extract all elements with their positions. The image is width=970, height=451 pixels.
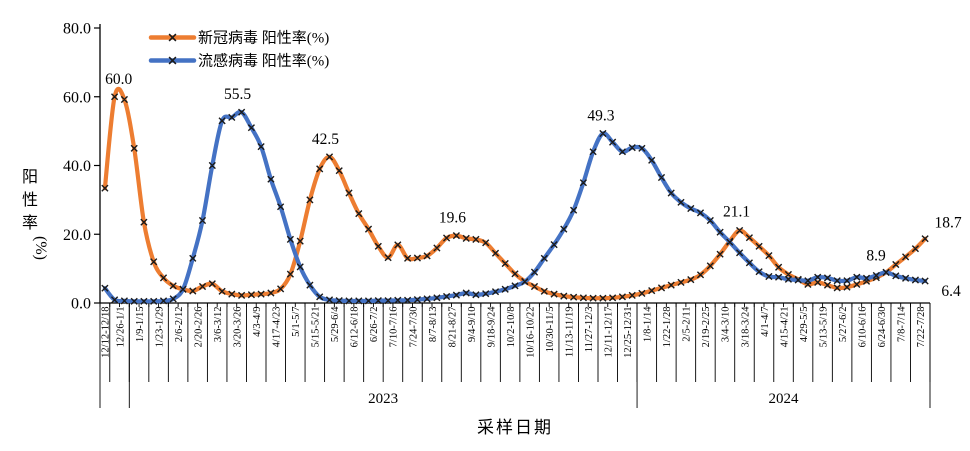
annotation-42.5: 42.5 xyxy=(312,131,339,148)
x-tick-label: 12/11-12/17 xyxy=(604,307,615,358)
x-tick-label: 11/13-11/19 xyxy=(565,307,576,358)
x-tick-label: 4/3-4/9 xyxy=(252,307,263,337)
x-tick-label: 2/6-2/12 xyxy=(174,307,185,343)
x-tick-label: 12/12-12/18 xyxy=(101,307,112,358)
year-bands: 2023 2024 xyxy=(99,303,931,408)
year-label: 2024 xyxy=(769,391,800,407)
legend: 新冠病毒 阳性率(%) 流感病毒 阳性率(%) xyxy=(148,30,329,70)
x-tick-label: 1/8-1/14 xyxy=(643,306,654,342)
legend-x-marker-icon xyxy=(168,33,177,42)
x-tick-label: 12/26-1/1 xyxy=(115,307,126,348)
x-axis-title: 采样日期 xyxy=(477,418,553,437)
y-tick-label: 20.0 xyxy=(63,227,91,244)
flu-series xyxy=(101,108,929,305)
annotation-8.9: 8.9 xyxy=(866,247,886,264)
x-tick-label: 5/27-6/2 xyxy=(838,307,849,343)
y-tick-label: 80.0 xyxy=(63,21,91,38)
flu-series-x-markers xyxy=(101,108,929,305)
y-axis-title-unit: (%) xyxy=(32,236,49,260)
annotation-55.5: 55.5 xyxy=(224,86,251,103)
x-tick-label: 10/16-10/22 xyxy=(525,307,536,358)
x-tick-label: 2/20-2/26 xyxy=(193,307,204,348)
x-tick-label: 7/22-7/28 xyxy=(916,307,927,348)
x-tick-label: 5/15-5/21 xyxy=(311,307,322,348)
x-tick-label: 5/1-5/7 xyxy=(291,307,302,337)
x-tick-label: 8/21-8/27 xyxy=(447,307,458,348)
x-tick-labels: 12/12-12/18 12/26-1/1 1/9-1/15 1/23-1/29 2/6… xyxy=(101,306,927,358)
x-tick-label: 8/7-8/13 xyxy=(428,307,439,343)
x-tick-label: 10/30-11/5 xyxy=(545,307,556,353)
x-tick-label: 10/2-10/8 xyxy=(506,307,517,348)
x-tick-label: 4/29-5/5 xyxy=(799,307,810,343)
annotation-60.0: 60.0 xyxy=(105,71,132,88)
covid-series-line xyxy=(102,86,928,301)
x-tick-label: 12/25-12/31 xyxy=(623,307,634,358)
y-tick-labels: 0.0 20.0 40.0 60.0 80.0 xyxy=(63,21,100,313)
x-tick-label: 4/15-4/21 xyxy=(779,307,790,348)
x-tick-label: 2/5-2/11 xyxy=(682,307,693,342)
x-tick-label: 11/27-12/3 xyxy=(584,307,595,353)
value-annotations: 60.0 55.5 42.5 19.6 49.3 21.1 8.9 18.7 6.4 xyxy=(105,71,962,300)
y-axis-title-char: 阳 xyxy=(22,168,38,186)
x-tick-label: 4/17-4/23 xyxy=(272,307,283,348)
x-tick-label: 9/18-9/24 xyxy=(486,306,497,348)
x-tick-label: 7/10-7/16 xyxy=(389,307,400,348)
x-tick-label: 3/4-3/10 xyxy=(721,307,732,343)
x-tick-label: 5/29-6/4 xyxy=(330,306,341,342)
x-tick-label: 7/8-7/14 xyxy=(897,306,908,342)
annotation-49.3: 49.3 xyxy=(587,108,614,125)
y-axis-title-char: 性 xyxy=(22,191,38,209)
y-axis-title-char: 率 xyxy=(22,214,38,232)
x-tick-label: 9/4-9/10 xyxy=(467,307,478,343)
year-label: 2023 xyxy=(368,391,398,407)
covid-series xyxy=(101,86,929,302)
y-tick-label: 0.0 xyxy=(71,296,91,313)
x-tick-label: 2/19-2/25 xyxy=(701,307,712,348)
axes xyxy=(99,24,930,304)
legend-label-flu-series: 流感病毒 阳性率(%) xyxy=(198,53,329,70)
x-tick-label: 1/9-1/15 xyxy=(135,307,146,343)
x-tick-label: 6/24-6/30 xyxy=(877,307,888,348)
x-tick-label: 3/20-3/26 xyxy=(233,307,244,348)
x-tick-label: 6/10-6/16 xyxy=(857,307,868,348)
legend-label-covid-series: 新冠病毒 阳性率(%) xyxy=(198,30,329,47)
x-tick-label: 6/12-6/18 xyxy=(350,307,361,348)
x-tick-label: 6/26-7/2 xyxy=(369,307,380,343)
x-tick-label: 5/13-5/19 xyxy=(818,307,829,348)
annotation-21.1: 21.1 xyxy=(723,203,750,220)
y-tick-label: 60.0 xyxy=(63,89,91,106)
legend-x-marker-icon xyxy=(168,56,177,65)
covid-series-x-markers xyxy=(101,93,929,302)
x-tick-label: 3/6-3/12 xyxy=(213,307,224,343)
annotation-6.4: 6.4 xyxy=(941,283,961,300)
annotation-18.7: 18.7 xyxy=(935,215,962,232)
y-tick-label: 40.0 xyxy=(63,158,91,175)
x-tick-label: 1/22-1/28 xyxy=(662,307,673,348)
x-tick-label: 7/24-7/30 xyxy=(408,307,419,348)
x-tick-label: 4/1-4/7 xyxy=(760,307,771,337)
x-tick-label: 3/18-3/24 xyxy=(740,306,751,348)
axis-titles: 采样日期 阳性率 (%) xyxy=(22,168,553,437)
x-tick-label: 1/23-1/29 xyxy=(154,307,165,348)
annotation-19.6: 19.6 xyxy=(439,210,466,227)
